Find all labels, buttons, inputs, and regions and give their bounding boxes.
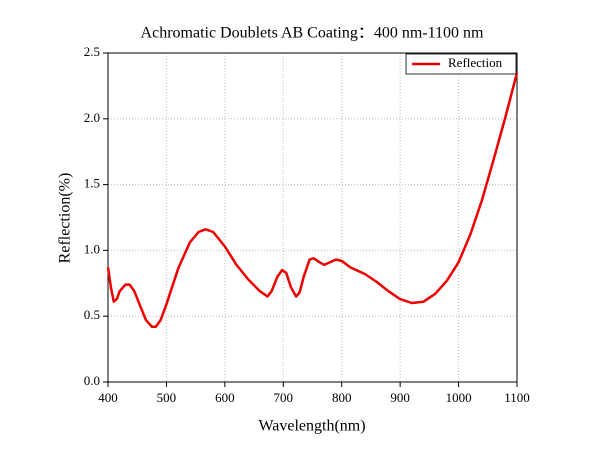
y-tick-label: 2.5 [84,44,100,59]
y-axis-label: Reflection(%) [57,173,74,264]
x-tick-label: 400 [98,390,118,405]
x-tick-label: 500 [157,390,177,405]
x-tick-label: 1100 [504,390,530,405]
x-tick-label: 700 [274,390,294,405]
x-axis-label: Wavelength(nm) [258,418,365,435]
y-tick-label: 0.5 [84,307,100,322]
x-tick-label: 800 [332,390,352,405]
y-tick-label: 2.0 [84,110,100,125]
legend-box [405,53,517,75]
plot-frame [107,52,518,383]
legend-label: Reflection [448,55,503,70]
y-tick-label: 1.0 [84,241,100,256]
y-tick-label: 1.5 [84,176,100,191]
y-tick-label: 0.0 [84,373,100,388]
x-tick-label: 600 [215,390,235,405]
data-line [106,72,519,328]
x-tick-label: 900 [390,390,410,405]
chart-title: Achromatic Doublets AB Coating：400 nm-11… [141,25,484,42]
x-tick-label: 1000 [446,390,472,405]
